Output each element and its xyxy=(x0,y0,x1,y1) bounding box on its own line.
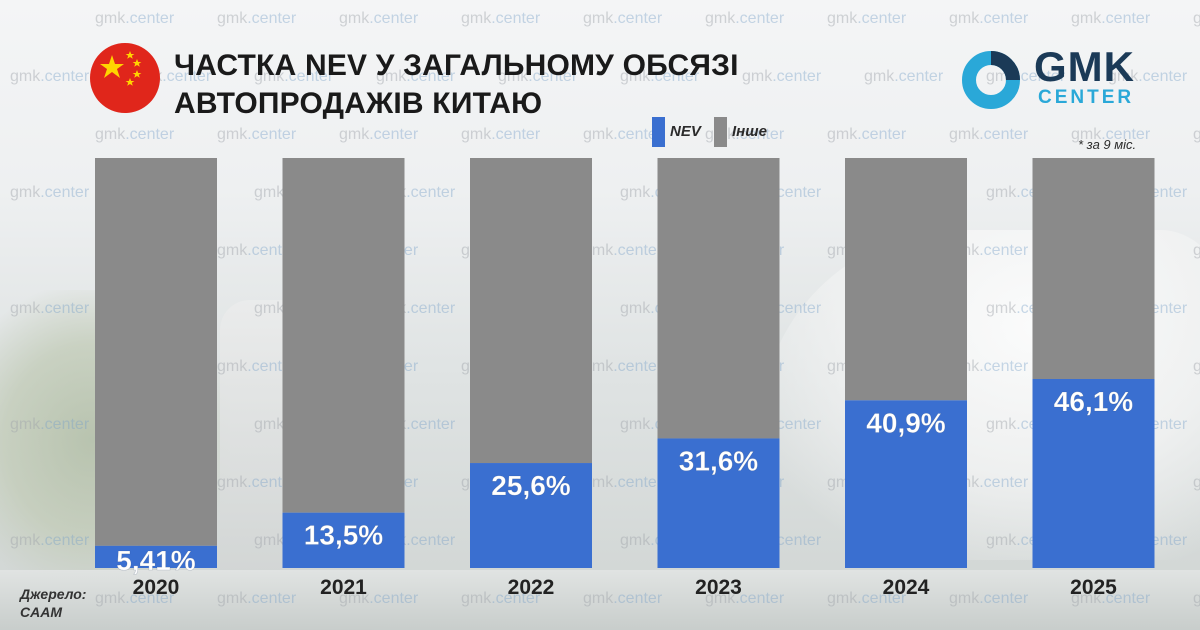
watermark-text: gmk.center xyxy=(1071,126,1151,143)
chart-title: ЧАСТКА NEV У ЗАГАЛЬНОМУ ОБСЯЗІ АВТОПРОДА… xyxy=(174,47,739,123)
watermark-text: gmk.center xyxy=(254,68,334,85)
bottom-band xyxy=(0,570,1200,630)
watermark-text: gmk.center xyxy=(217,126,297,143)
bar-nev-2024 xyxy=(845,400,967,568)
watermark-text: gmk.center xyxy=(339,10,419,27)
logo-text-gmk: GMK xyxy=(1034,43,1135,90)
watermark-text: gmk.center xyxy=(339,126,419,143)
legend-swatch-other xyxy=(714,117,727,147)
watermark-text: gmk.center xyxy=(1193,358,1200,375)
watermark-text: gmk.center xyxy=(217,590,297,607)
watermark-text: gmk.center xyxy=(339,590,419,607)
watermark-text: gmk.center xyxy=(1193,126,1200,143)
watermark-text: gmk.center xyxy=(10,416,90,433)
bar-other-2024 xyxy=(845,158,967,401)
watermark-text: gmk.center xyxy=(705,590,785,607)
watermark-text: gmk.center xyxy=(461,10,541,27)
legend-swatch-nev xyxy=(652,117,665,147)
bar-other-2020 xyxy=(95,158,217,546)
watermark-text: gmk.center xyxy=(217,10,297,27)
watermark-text: gmk.center xyxy=(1193,10,1200,27)
china-flag-icon xyxy=(90,43,160,113)
bar-nev-2023 xyxy=(657,438,780,568)
x-tick-label-2022: 2022 xyxy=(508,576,555,599)
chart-title-line1: ЧАСТКА NEV У ЗАГАЛЬНОМУ ОБСЯЗІ xyxy=(174,49,739,82)
watermark-text: gmk.center xyxy=(95,126,175,143)
watermark-text: gmk.center xyxy=(827,10,907,27)
watermark-text: gmk.center xyxy=(376,68,456,85)
watermark-text: gmk.center xyxy=(949,10,1029,27)
watermark-text: gmk.center xyxy=(827,126,907,143)
watermark-text: gmk.center xyxy=(461,590,541,607)
watermark-text: gmk.center xyxy=(827,590,907,607)
legend-label-nev: NEV xyxy=(670,123,701,140)
watermark-text: gmk.center xyxy=(705,10,785,27)
source-note: Джерело: CAAM xyxy=(20,585,86,621)
bar-nev-2021 xyxy=(282,512,405,568)
data-label-2024: 40,9% xyxy=(866,407,945,438)
watermark-text: gmk.center xyxy=(949,126,1029,143)
watermark-text: gmk.center xyxy=(10,68,90,85)
legend-label-other: Інше xyxy=(732,123,767,140)
watermark-text: gmk.center xyxy=(498,68,578,85)
bar-other-2025 xyxy=(1032,158,1155,379)
watermark-text: gmk.center xyxy=(10,184,90,201)
watermark-text: gmk.center xyxy=(1071,10,1151,27)
gmk-logo-icon xyxy=(962,51,1020,109)
source-value: CAAM xyxy=(20,604,62,620)
watermark-text: gmk.center xyxy=(1071,590,1151,607)
watermark-text: gmk.center xyxy=(10,300,90,317)
watermark-text: gmk.center xyxy=(583,126,663,143)
bar-nev-2020 xyxy=(95,545,217,568)
watermark-text: gmk.center xyxy=(1193,474,1200,491)
data-label-2023: 31,6% xyxy=(679,445,758,476)
gmk-center-logo: GMK CENTER xyxy=(958,45,1158,115)
x-tick-label-2024: 2024 xyxy=(883,576,930,599)
watermark-text: gmk.center xyxy=(1193,242,1200,259)
watermark-text: gmk.center xyxy=(583,590,663,607)
data-label-2025: 46,1% xyxy=(1054,386,1133,417)
data-label-2022: 25,6% xyxy=(491,470,570,501)
watermark-text: gmk.center xyxy=(742,68,822,85)
watermark-text: gmk.center xyxy=(1108,68,1188,85)
bar-other-2022 xyxy=(470,158,592,464)
watermark-text: gmk.center xyxy=(949,590,1029,607)
watermark-text: gmk.center xyxy=(95,10,175,27)
watermark-text: gmk.center xyxy=(1193,590,1200,607)
watermark-text: gmk.center xyxy=(864,68,944,85)
bar-other-2021 xyxy=(282,158,405,513)
x-tick-label-2021: 2021 xyxy=(320,576,367,599)
logo-text-center: CENTER xyxy=(1038,87,1135,108)
data-label-2020: 5,41% xyxy=(116,545,195,576)
source-label: Джерело: xyxy=(20,586,87,602)
bar-nev-2025 xyxy=(1032,378,1155,568)
watermark-text: gmk.center xyxy=(583,10,663,27)
watermark-text: gmk.center xyxy=(10,532,90,549)
footnote: * за 9 міс. xyxy=(1078,137,1137,152)
watermark-text: gmk.center xyxy=(461,126,541,143)
watermark-text: gmk.center xyxy=(620,68,700,85)
x-tick-label-2020: 2020 xyxy=(133,576,180,599)
watermark-text: gmk.center xyxy=(95,590,175,607)
x-tick-label-2023: 2023 xyxy=(695,576,742,599)
data-label-2021: 13,5% xyxy=(304,520,383,551)
x-tick-label-2025: 2025 xyxy=(1070,576,1117,599)
bar-other-2023 xyxy=(657,158,780,439)
bar-nev-2022 xyxy=(470,463,592,568)
chart-title-line2: АВТОПРОДАЖІВ КИТАЮ xyxy=(174,87,543,120)
